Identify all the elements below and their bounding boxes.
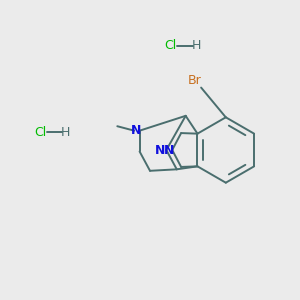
Text: N: N — [131, 124, 141, 137]
Text: Cl: Cl — [34, 126, 46, 139]
Text: N: N — [154, 143, 165, 157]
Text: Cl: Cl — [165, 40, 177, 52]
Text: H: H — [191, 40, 201, 52]
Text: H: H — [61, 126, 70, 139]
Text: Br: Br — [188, 74, 202, 87]
Text: N: N — [164, 143, 174, 157]
